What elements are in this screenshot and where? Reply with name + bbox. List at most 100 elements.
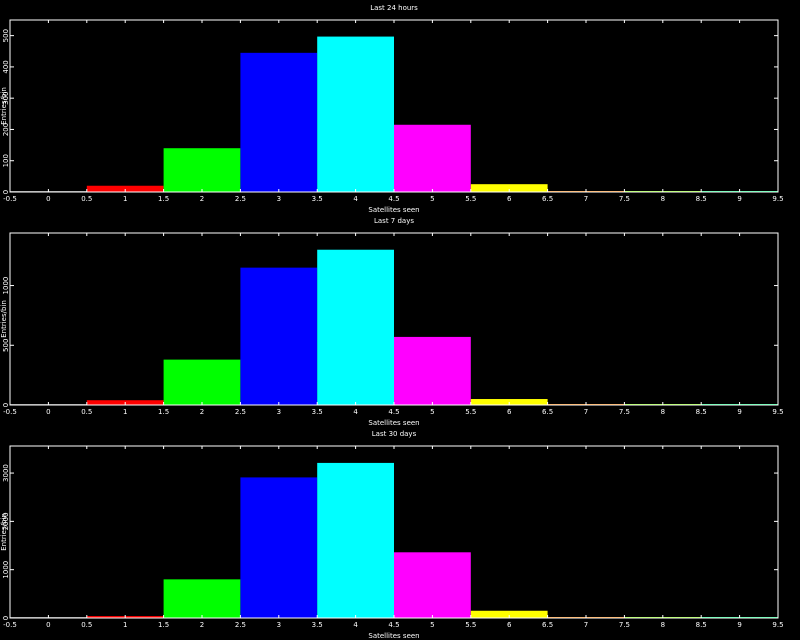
x-tick-label: -0.5 [3,195,17,203]
x-tick-label: 7.5 [619,621,630,629]
x-tick-label: 7.5 [619,408,630,416]
y-tick-label: 500 [2,29,10,42]
x-tick-label: 0 [46,621,50,629]
x-tick-label: 0.5 [81,408,92,416]
x-tick-label: 2 [200,621,204,629]
x-tick-label: 6.5 [542,621,553,629]
bar [163,579,241,618]
x-tick-label: 1.5 [158,408,169,416]
x-tick-label: 8.5 [696,408,707,416]
chart-title: Last 30 days [372,430,417,438]
bar [394,336,471,405]
x-tick-label: 8 [661,408,665,416]
x-tick-label: -0.5 [3,408,17,416]
x-tick-label: 6.5 [542,195,553,203]
x-tick-label: 7 [584,408,588,416]
x-tick-label: 6.5 [542,408,553,416]
x-tick-label: 4.5 [388,408,399,416]
x-tick-label: 2.5 [235,195,246,203]
bar [163,359,241,405]
bar [86,185,164,192]
x-tick-label: 9 [737,408,741,416]
x-tick-label: 5 [430,621,434,629]
x-tick-label: 3.5 [312,621,323,629]
x-tick-label: 4.5 [388,621,399,629]
bar [394,552,471,618]
x-tick-label: 7 [584,621,588,629]
x-tick-label: 5.5 [465,408,476,416]
y-tick-label: 500 [2,339,10,352]
x-tick-label: 8 [661,195,665,203]
x-tick-label: 5.5 [465,195,476,203]
y-tick-label: 2000 [2,512,10,530]
x-tick-label: 2 [200,408,204,416]
y-axis-title: Entries/bin [0,300,8,338]
y-tick-label: 0 [2,616,10,620]
x-tick-label: 3 [277,195,281,203]
x-tick-label: 8.5 [696,195,707,203]
x-tick-label: 9.5 [772,408,783,416]
x-tick-label: 9.5 [772,621,783,629]
x-tick-label: 3.5 [312,195,323,203]
y-tick-label: 0 [2,190,10,194]
x-tick-label: 0.5 [81,621,92,629]
bar [470,184,548,192]
x-tick-label: 8.5 [696,621,707,629]
x-tick-label: 5 [430,195,434,203]
x-tick-label: 0.5 [81,195,92,203]
x-tick-label: 0 [46,408,50,416]
x-axis-title: Satellites seen [368,419,419,427]
y-tick-label: 100 [2,154,10,167]
y-axis-title: Entries/bin [0,513,8,551]
x-tick-label: 4 [353,621,358,629]
chart-title: Last 7 days [374,217,414,225]
x-tick-label: 3 [277,621,281,629]
x-axis-title: Satellites seen [368,632,419,640]
bar [317,462,394,618]
y-tick-label: 1000 [2,561,10,579]
x-tick-label: 5.5 [465,621,476,629]
x-tick-label: 4 [353,195,358,203]
x-tick-label: 4 [353,408,358,416]
bar [394,124,471,192]
chart-title: Last 24 hours [370,4,418,12]
x-axis-title: Satellites seen [368,206,419,214]
x-tick-label: 7.5 [619,195,630,203]
x-tick-label: 8 [661,621,665,629]
x-tick-label: 6 [507,621,512,629]
x-tick-label: 9.5 [772,195,783,203]
bar [317,36,394,192]
bar [240,477,318,618]
x-tick-label: 9 [737,195,741,203]
y-tick-label: 300 [2,91,10,104]
x-tick-label: 1.5 [158,621,169,629]
x-tick-label: 9 [737,621,741,629]
bar [240,267,318,405]
y-tick-label: 200 [2,123,10,136]
y-tick-label: 400 [2,60,10,73]
bar [163,148,241,192]
x-tick-label: -0.5 [3,621,17,629]
x-tick-label: 4.5 [388,195,399,203]
y-tick-label: 0 [2,403,10,407]
x-tick-label: 2.5 [235,408,246,416]
x-tick-label: 0 [46,195,50,203]
y-tick-label: 3000 [2,464,10,482]
x-tick-label: 5 [430,408,434,416]
x-tick-label: 3.5 [312,408,323,416]
y-axis-title: Entries/bin [0,87,8,125]
x-tick-label: 6 [507,408,512,416]
x-tick-label: 1 [123,195,127,203]
bar [240,52,318,192]
x-tick-label: 1 [123,621,127,629]
x-tick-label: 3 [277,408,281,416]
bar [317,249,394,405]
x-tick-label: 1 [123,408,127,416]
bar [470,610,548,618]
x-tick-label: 2.5 [235,621,246,629]
y-tick-label: 1000 [2,277,10,295]
x-tick-label: 1.5 [158,195,169,203]
x-tick-label: 2 [200,195,204,203]
x-tick-label: 6 [507,195,512,203]
